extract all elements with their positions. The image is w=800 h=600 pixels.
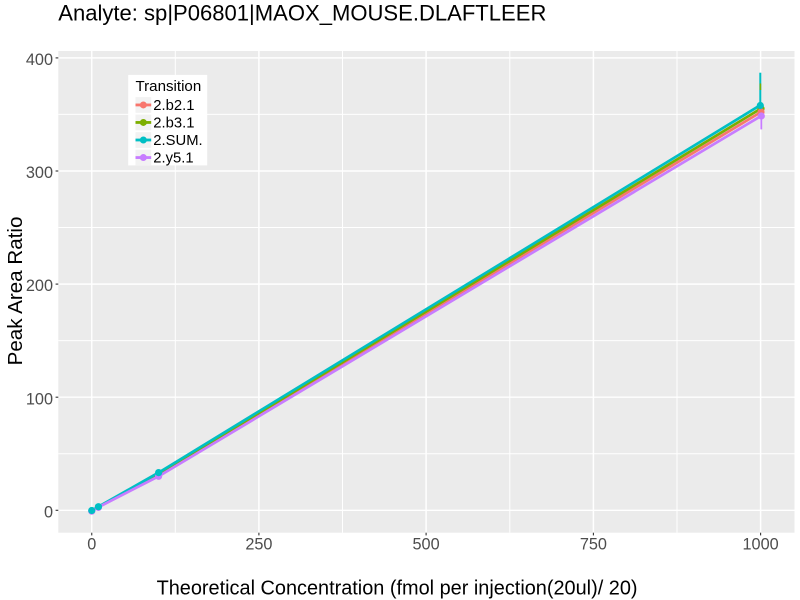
svg-text:300: 300	[26, 164, 53, 182]
svg-text:0: 0	[87, 536, 96, 554]
svg-text:2.b3.1: 2.b3.1	[153, 115, 194, 131]
svg-text:750: 750	[580, 536, 607, 554]
svg-text:2.y5.1: 2.y5.1	[153, 150, 193, 166]
svg-text:100: 100	[26, 390, 53, 408]
svg-text:2.b2.1: 2.b2.1	[153, 98, 194, 114]
svg-text:200: 200	[26, 277, 53, 295]
svg-text:0: 0	[44, 503, 53, 521]
svg-text:Theoretical Concentration (fmo: Theoretical Concentration (fmol per inje…	[157, 578, 638, 600]
svg-text:2.SUM.: 2.SUM.	[153, 133, 202, 149]
svg-text:250: 250	[245, 536, 272, 554]
svg-text:1000: 1000	[742, 536, 778, 554]
svg-text:Peak Area Ratio: Peak Area Ratio	[4, 217, 27, 366]
svg-text:500: 500	[413, 536, 440, 554]
svg-text:Transition: Transition	[136, 78, 202, 95]
svg-text:400: 400	[26, 51, 53, 69]
svg-text:Analyte: sp|P06801|MAOX_MOUSE.: Analyte: sp|P06801|MAOX_MOUSE.DLAFTLEER	[58, 1, 546, 26]
